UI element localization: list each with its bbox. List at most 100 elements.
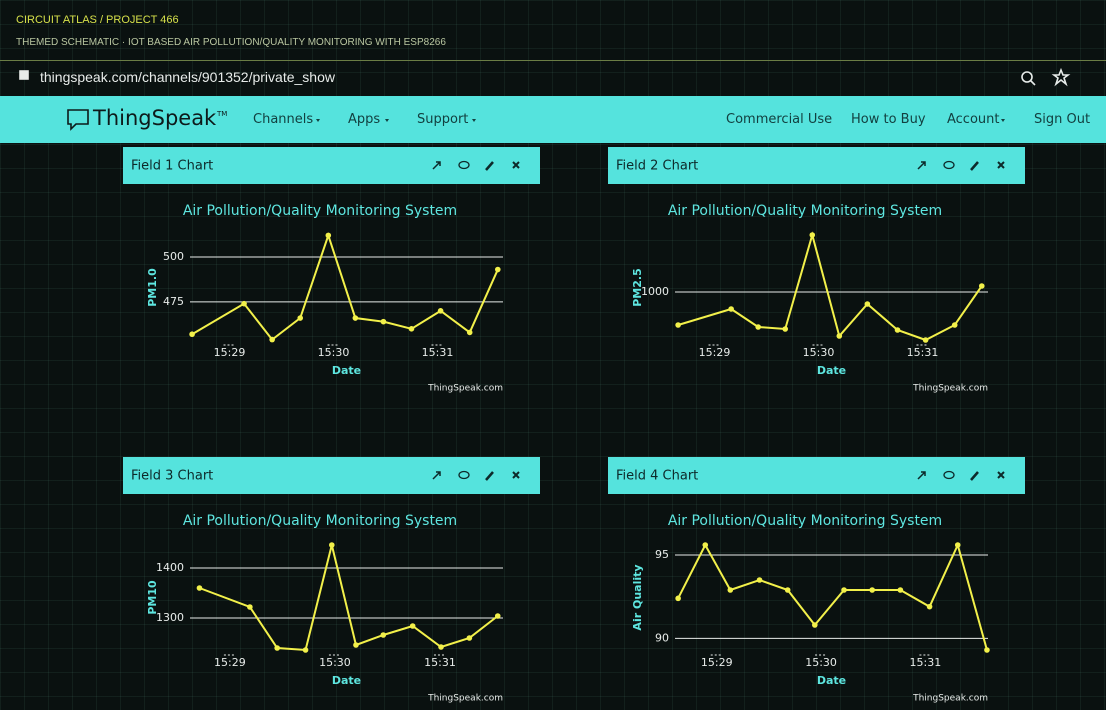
y-axis-label: Air Quality [631, 564, 644, 630]
panel-title: Field 4 Chart [616, 469, 698, 484]
data-point [274, 645, 280, 651]
data-point [864, 301, 871, 307]
data-point [437, 308, 444, 314]
nav-item[interactable]: Channels [253, 112, 314, 127]
popout-icon[interactable] [432, 161, 441, 170]
panel-title: Field 1 Chart [131, 159, 213, 174]
data-point [727, 587, 734, 593]
close-icon[interactable] [997, 161, 1005, 169]
x-tick-label: 15:31 [910, 656, 942, 669]
popout-icon[interactable] [432, 471, 441, 480]
y-tick-label: 475 [163, 295, 184, 308]
data-point [241, 300, 247, 307]
credit[interactable]: ThingSpeak.com [427, 384, 503, 394]
data-point [247, 604, 253, 610]
data-point [438, 644, 444, 650]
x-tick-label: 15:30 [319, 656, 351, 669]
data-point [954, 542, 961, 548]
caret [316, 119, 320, 122]
popout-icon[interactable] [917, 471, 926, 480]
comment-icon[interactable] [458, 470, 470, 480]
data-point [812, 622, 818, 628]
credit[interactable]: ThingSpeak.com [427, 694, 503, 704]
edit-icon[interactable] [485, 161, 494, 171]
caret [385, 119, 389, 122]
data-point [897, 587, 904, 593]
data-point [784, 587, 791, 593]
data-line [191, 232, 499, 342]
popout-icon[interactable] [917, 161, 926, 170]
panel-header [123, 147, 540, 184]
close-icon[interactable] [512, 471, 520, 479]
nav-item[interactable]: Apps [348, 112, 381, 127]
data-point [809, 232, 816, 238]
data-point [196, 585, 203, 591]
edit-icon[interactable] [970, 471, 979, 481]
comment-icon[interactable] [458, 160, 470, 170]
y-axis-label: PM2.5 [631, 268, 644, 307]
data-point [325, 232, 332, 239]
caret [472, 119, 476, 122]
nav-item[interactable]: Account [947, 112, 1000, 127]
logo[interactable]: ThingSpeak [93, 106, 217, 130]
x-tick-label: 15:31 [424, 656, 456, 669]
panel-header [608, 147, 1025, 184]
zoom-icon[interactable] [1021, 71, 1033, 83]
edit-icon[interactable] [485, 471, 494, 481]
y-tick-label: 1000 [641, 285, 669, 298]
x-axis-label: Date [332, 364, 361, 377]
data-point [841, 587, 847, 593]
data-point [836, 333, 843, 339]
zoom-icon [1030, 80, 1036, 86]
data-point [702, 542, 709, 548]
data-point [782, 326, 789, 332]
comment-icon[interactable] [943, 470, 955, 480]
data-line [677, 231, 983, 342]
x-tick-label: 15:30 [318, 346, 350, 359]
x-axis-label: Date [332, 674, 361, 687]
lock-icon [19, 70, 29, 80]
data-point [409, 623, 416, 629]
edit-icon[interactable] [970, 161, 979, 171]
subtitle: THEMED SCHEMATIC · IOT BASED AIR POLLUTI… [16, 37, 446, 48]
navbar [0, 96, 1106, 143]
data-line [199, 544, 499, 652]
comment-icon[interactable] [943, 160, 955, 170]
x-tick-label: 15:31 [907, 346, 939, 359]
nav-item[interactable]: How to Buy [851, 112, 926, 127]
top-bar [0, 0, 1106, 61]
close-icon[interactable] [997, 471, 1005, 479]
data-point [189, 331, 195, 338]
logo-icon [67, 109, 89, 131]
panel-header [608, 457, 1025, 494]
y-axis-label: PM10 [146, 580, 159, 615]
data-point [380, 318, 387, 325]
nav-item[interactable]: Support [417, 112, 469, 127]
icons [19, 67, 1071, 131]
data-point [926, 603, 933, 610]
close-icon[interactable] [512, 161, 520, 169]
data-point [466, 329, 473, 336]
data-point [353, 642, 359, 648]
data-point [380, 632, 387, 638]
nav-item[interactable]: Commercial Use [726, 112, 833, 127]
chart-title: Air Pollution/Quality Monitoring System [668, 203, 942, 219]
x-tick-label: 15:30 [803, 346, 835, 359]
x-tick-label: 15:31 [422, 346, 454, 359]
chart-title: Air Pollution/Quality Monitoring System [183, 203, 457, 219]
data-point [922, 337, 929, 343]
data-line [677, 542, 988, 651]
trademark: TM [217, 110, 228, 118]
credit[interactable]: ThingSpeak.com [912, 694, 988, 704]
star-icon[interactable] [1051, 67, 1071, 87]
breadcrumb[interactable]: CIRCUIT ATLAS / PROJECT 466 [16, 14, 179, 26]
panel-header [123, 457, 540, 494]
nav-item[interactable]: Sign Out [1034, 112, 1091, 127]
y-tick-label: 95 [655, 548, 669, 561]
data-point [352, 315, 359, 321]
data-point [984, 647, 990, 653]
url[interactable]: thingspeak.com/channels/901352/private_s… [40, 69, 335, 85]
data-point [756, 577, 763, 583]
credit[interactable]: ThingSpeak.com [912, 384, 988, 394]
y-tick-label: 500 [163, 250, 184, 263]
